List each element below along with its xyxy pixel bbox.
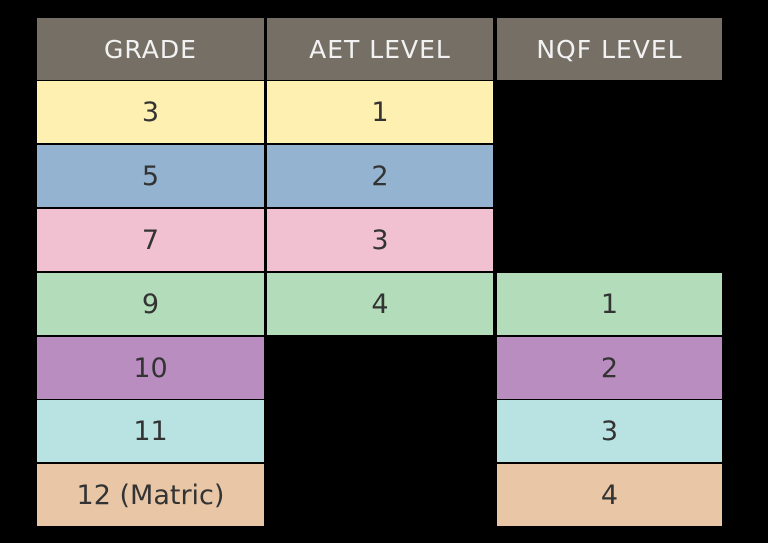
column-header-grade: GRADE bbox=[37, 18, 264, 80]
cell-aet: 4 bbox=[267, 273, 493, 335]
cell-grade: 10 bbox=[37, 337, 264, 399]
cell-nqf: 2 bbox=[497, 337, 722, 399]
column-header-aet: AET LEVEL bbox=[267, 18, 493, 80]
cell-grade: 12 (Matric) bbox=[37, 464, 264, 526]
cell-nqf: 1 bbox=[497, 273, 722, 335]
column-header-nqf: NQF LEVEL bbox=[497, 18, 722, 80]
cell-grade: 5 bbox=[37, 145, 264, 207]
cell-grade: 9 bbox=[37, 273, 264, 335]
cell-aet: 1 bbox=[267, 81, 493, 143]
cell-grade: 3 bbox=[37, 81, 264, 143]
cell-nqf: 4 bbox=[497, 464, 722, 526]
cell-nqf: 3 bbox=[497, 400, 722, 462]
cell-aet: 2 bbox=[267, 145, 493, 207]
cell-grade: 11 bbox=[37, 400, 264, 462]
cell-aet: 3 bbox=[267, 209, 493, 271]
cell-grade: 7 bbox=[37, 209, 264, 271]
